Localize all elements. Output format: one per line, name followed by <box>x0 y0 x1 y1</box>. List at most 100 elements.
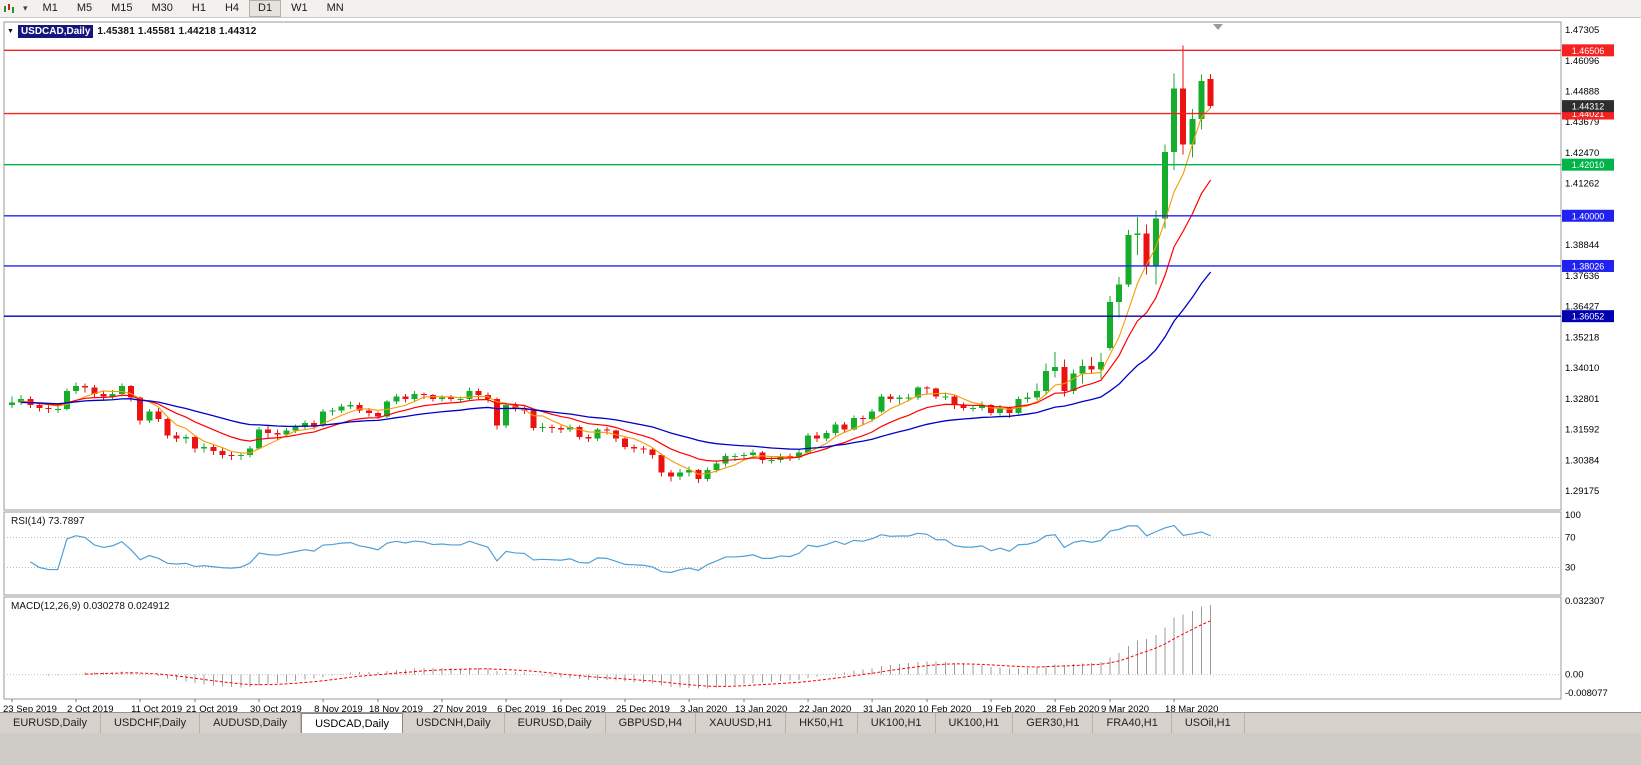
candle-body <box>155 411 162 420</box>
timeframe-h4[interactable]: H4 <box>224 2 240 14</box>
candle-body <box>36 405 43 408</box>
chart-tab[interactable]: EURUSD,Daily <box>0 713 101 733</box>
svg-text:0.00: 0.00 <box>1565 670 1584 681</box>
candle-body <box>457 398 464 400</box>
chart-canvas[interactable]: 1.47305 1.46096 1.44888 1.43679 1.42470 1.412… <box>0 18 1641 712</box>
candle-body <box>365 410 372 413</box>
timeframe-buttons: M1 M5 M15 M30 H1 H4 D1 W1 MN <box>34 0 353 17</box>
ma-mid-line <box>21 179 1212 462</box>
candle-body <box>301 423 308 427</box>
timeframe-w1[interactable]: W1 <box>291 2 308 14</box>
timeframe-m30[interactable]: M30 <box>151 2 173 14</box>
candle-body <box>1207 78 1214 107</box>
rsi-line <box>29 524 1211 574</box>
candle-body <box>91 387 98 394</box>
chart-type-icon[interactable] <box>3 3 16 14</box>
candle-body <box>1107 302 1113 349</box>
hline-price-tag <box>1562 44 1614 57</box>
candle-body <box>1198 80 1205 120</box>
candle-body <box>237 454 244 457</box>
svg-text:1.36052: 1.36052 <box>1572 312 1605 322</box>
chart-tab[interactable]: GBPUSD,H4 <box>606 713 697 733</box>
dropdown-arrow-icon[interactable]: ▾ <box>23 3 28 13</box>
candle-body <box>558 428 564 430</box>
chart-tab[interactable]: XAUUSD,H1 <box>696 713 787 733</box>
svg-text:-0.008077: -0.008077 <box>1565 688 1608 699</box>
chart-tab[interactable]: UK100,H1 <box>858 713 936 733</box>
chart-title-overlay: ▼ USDCAD,Daily 1.45381 1.45581 1.44218 1… <box>7 25 257 38</box>
candle-body <box>164 419 171 436</box>
chart-window[interactable]: 1.47305 1.46096 1.44888 1.43679 1.42470 1.412… <box>0 18 1641 712</box>
candle-body <box>530 410 537 429</box>
candle-body <box>219 451 226 455</box>
svg-text:1.31592: 1.31592 <box>1565 425 1599 436</box>
svg-text:9 Mar 2020: 9 Mar 2020 <box>1101 704 1149 712</box>
candle-body <box>850 417 857 430</box>
candle-body <box>832 424 839 434</box>
candle-body <box>54 409 61 411</box>
chart-tab[interactable]: GER30,H1 <box>1013 713 1094 733</box>
candle-body <box>1033 391 1040 398</box>
timeframe-mn[interactable]: MN <box>326 2 344 14</box>
svg-text:1.40000: 1.40000 <box>1572 211 1605 221</box>
svg-text:70: 70 <box>1565 533 1576 544</box>
candle-body <box>63 391 70 410</box>
candle-body <box>1171 88 1178 153</box>
candle-body <box>887 396 894 399</box>
shift-marker-icon[interactable] <box>1213 24 1223 30</box>
chart-tab[interactable]: EURUSD,Daily <box>505 713 606 733</box>
timeframe-h1[interactable]: H1 <box>191 2 206 14</box>
candle-body <box>713 463 720 471</box>
svg-text:11 Oct 2019: 11 Oct 2019 <box>131 704 182 712</box>
candle-body <box>1143 233 1150 267</box>
svg-text:100: 100 <box>1565 510 1581 521</box>
candle-body <box>45 407 52 410</box>
svg-text:1.43679: 1.43679 <box>1565 117 1599 128</box>
svg-text:16 Dec 2019: 16 Dec 2019 <box>552 704 606 712</box>
chart-tab[interactable]: FRA40,H1 <box>1093 713 1172 733</box>
chart-tab[interactable]: UK100,H1 <box>936 713 1014 733</box>
macd-label: MACD(12,26,9) 0.030278 0.024912 <box>11 601 170 612</box>
collapse-arrow-icon[interactable]: ▼ <box>7 27 14 35</box>
chart-tab[interactable]: USDCAD,Daily <box>301 713 404 733</box>
hline-price-tag <box>1562 259 1614 272</box>
svg-text:27 Nov 2019: 27 Nov 2019 <box>433 704 487 712</box>
macd-signal-line <box>85 620 1211 687</box>
candle-body <box>439 397 446 399</box>
candle-body <box>448 397 455 399</box>
candle-body <box>192 437 198 449</box>
timeframe-m5[interactable]: M5 <box>76 2 93 14</box>
candle-body <box>118 386 125 394</box>
rsi-label: RSI(14) 73.7897 <box>11 516 85 527</box>
timeframe-m1[interactable]: M1 <box>42 2 58 14</box>
chart-tab[interactable]: USOil,H1 <box>1172 713 1245 733</box>
chart-tab[interactable]: AUDUSD,Daily <box>200 713 302 733</box>
candle-body <box>503 405 510 426</box>
candle-body <box>329 410 336 412</box>
timeframe-d1[interactable]: D1 <box>249 0 282 17</box>
chart-tab[interactable]: HK50,H1 <box>786 713 858 733</box>
svg-text:1.44888: 1.44888 <box>1565 86 1599 97</box>
candle-body <box>283 430 290 435</box>
rsi-pane[interactable] <box>3 511 1562 596</box>
candle-body <box>1097 361 1104 370</box>
candle-body <box>585 437 592 439</box>
candle-body <box>823 433 830 439</box>
chart-tab[interactable]: USDCNH,Daily <box>403 713 505 733</box>
timeframe-m15[interactable]: M15 <box>111 2 133 14</box>
candle-body <box>393 396 400 402</box>
symbol-label: USDCAD,Daily <box>17 25 94 38</box>
svg-text:1.46506: 1.46506 <box>1572 46 1605 56</box>
candle-body <box>82 386 89 388</box>
candle-body <box>576 426 583 438</box>
chart-tab[interactable]: USDCHF,Daily <box>101 713 201 733</box>
candle-body <box>768 459 775 461</box>
candle-body <box>676 472 683 477</box>
candle-body <box>640 448 647 450</box>
svg-text:1.42010: 1.42010 <box>1572 160 1605 170</box>
hline-price-tag <box>1562 310 1614 323</box>
macd-pane[interactable] <box>3 596 1562 700</box>
candle-body <box>905 397 912 399</box>
svg-text:30: 30 <box>1565 563 1576 574</box>
svg-text:1.38844: 1.38844 <box>1565 240 1599 251</box>
